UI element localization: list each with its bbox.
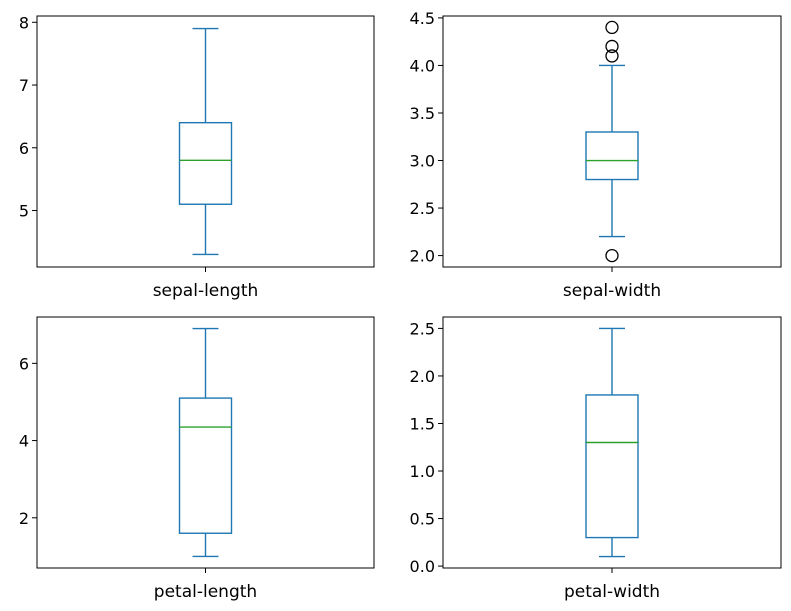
y-tick-label: 5 <box>19 202 29 221</box>
iqr-box <box>585 131 639 181</box>
y-tick-label: 1.5 <box>410 414 435 433</box>
y-tick-label: 2 <box>19 509 29 528</box>
subplot-sepal-width: 2.0 2.5 3.0 3.5 4.0 4.5 sepal-width <box>410 9 782 301</box>
outlier-point <box>605 20 619 35</box>
x-tick-label: petal-length <box>154 582 257 602</box>
y-tick-label: 7 <box>19 76 29 95</box>
y-tick-label: 0.5 <box>410 510 435 529</box>
y-tick-label: 1.0 <box>410 462 435 481</box>
subplot-sepal-length: 5 6 7 8 sepal-length <box>19 13 375 301</box>
subplot-petal-length: 2 4 6 petal-length <box>19 316 375 602</box>
y-tick-label: 3.0 <box>410 152 435 171</box>
y-tick-label: 2.5 <box>410 319 435 338</box>
outlier-point <box>605 49 619 63</box>
iqr-box <box>585 394 639 539</box>
outlier-point <box>605 39 619 54</box>
y-tick-label: 4 <box>19 432 29 451</box>
y-tick-label: 2.5 <box>410 199 435 218</box>
y-tick-label: 0.0 <box>410 557 435 576</box>
y-tick-label: 2.0 <box>410 367 435 386</box>
y-tick-label: 3.5 <box>410 104 435 123</box>
y-tick-label: 8 <box>19 13 29 32</box>
y-tick-label: 6 <box>19 354 29 373</box>
x-tick-label: petal-width <box>564 582 660 602</box>
y-tick-label: 6 <box>19 139 29 158</box>
x-tick-label: sepal-length <box>153 281 259 301</box>
y-tick-label: 4.5 <box>410 9 435 28</box>
subplot-petal-width: 0.0 0.5 1.0 1.5 2.0 2.5 petal-width <box>410 316 782 602</box>
outlier-point <box>605 248 619 263</box>
y-tick-label: 2.0 <box>410 247 435 266</box>
y-tick-label: 4.0 <box>410 56 435 75</box>
iqr-box <box>178 121 233 205</box>
iqr-box <box>178 397 233 534</box>
x-tick-label: sepal-width <box>563 281 661 301</box>
